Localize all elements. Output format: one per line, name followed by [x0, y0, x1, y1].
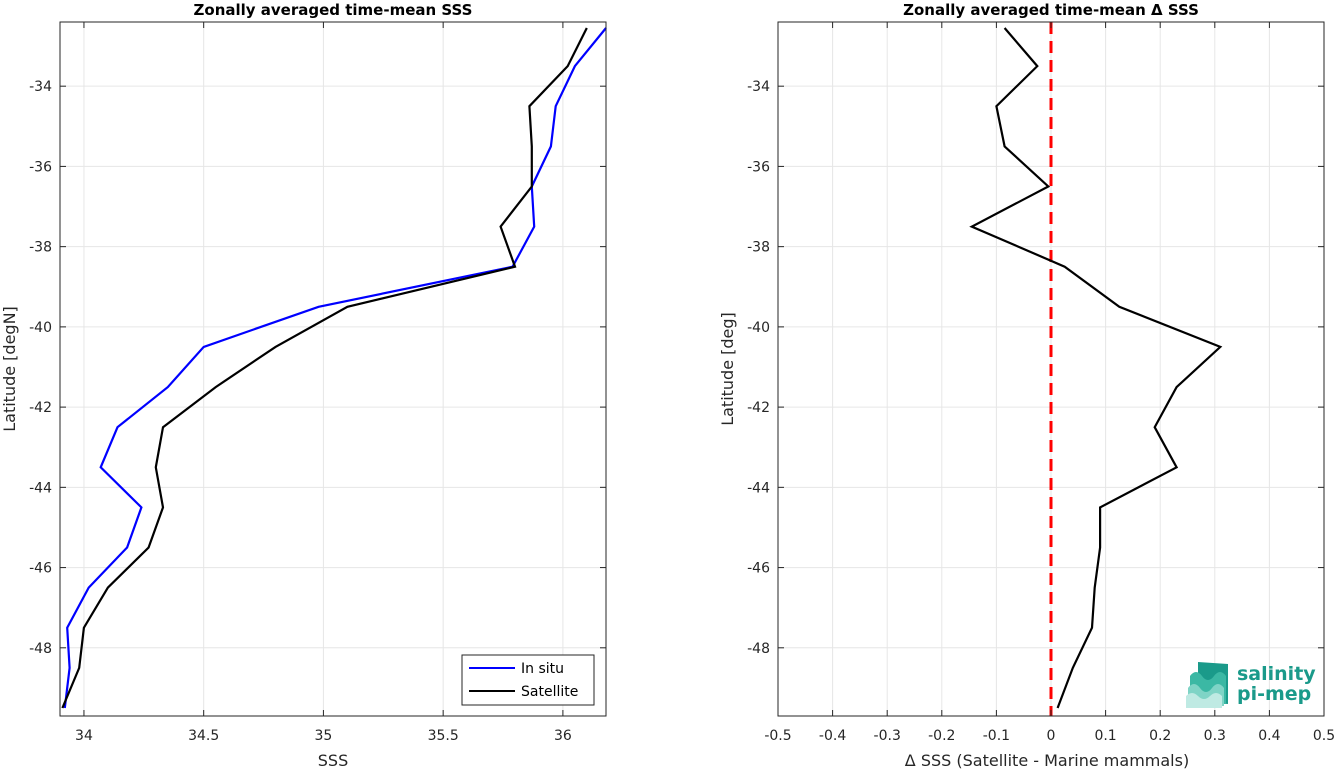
legend: In situ Satellite: [461, 654, 595, 706]
left-y-tick-label: -42: [29, 400, 52, 416]
right-y-tick-label: -46: [747, 561, 770, 577]
right-series-group: [969, 27, 1223, 709]
left-series-group: [61, 27, 607, 709]
left-x-tick-label: 35.5: [428, 728, 459, 744]
right-y-axis-label: Latitude [deg]: [718, 312, 737, 426]
left-y-tick-label: -38: [29, 240, 52, 256]
right-x-tick-label: 0.5: [1313, 728, 1335, 744]
left-x-tick-label: 34: [75, 728, 93, 744]
logo-text-salinity: salinity: [1237, 663, 1316, 685]
left-chart-title: Zonally averaged time-mean SSS: [194, 1, 473, 19]
right-ticks: -0.5 -0.4 -0.3 -0.2 -0.1 0 0.1 0.2 0.3 0.4 0.5 -34 -…: [747, 22, 1335, 744]
right-y-tick-label: -38: [747, 240, 770, 256]
legend-box: [461, 654, 595, 706]
right-y-tick-label: -42: [747, 400, 770, 416]
right-x-tick-label: 0.4: [1258, 728, 1280, 744]
right-x-tick-label: -0.3: [874, 728, 901, 744]
right-x-tick-label: 0: [1047, 728, 1056, 744]
left-x-tick-label: 36: [554, 728, 572, 744]
left-grid: [60, 22, 606, 716]
left-series-line-satellite: [61, 27, 588, 709]
left-x-tick-label: 35: [315, 728, 333, 744]
right-series-line-series-0: [969, 27, 1223, 709]
left-y-tick-label: -34: [29, 79, 52, 95]
left-y-axis-label: Latitude [degN]: [0, 306, 19, 432]
right-x-tick-label: 0.1: [1094, 728, 1116, 744]
left-y-tick-label: -46: [29, 561, 52, 577]
right-x-tick-label: -0.5: [764, 728, 791, 744]
right-x-tick-label: -0.4: [819, 728, 846, 744]
logo-text-pi-mep: pi-mep: [1237, 683, 1311, 705]
left-y-tick-label: -36: [29, 159, 52, 175]
logo-waves-icon: [1186, 662, 1228, 708]
right-y-tick-label: -44: [747, 480, 770, 496]
right-x-axis-label: Δ SSS (Satellite - Marine mammals): [905, 751, 1189, 769]
right-y-tick-label: -48: [747, 641, 770, 657]
right-y-tick-label: -34: [747, 79, 770, 95]
right-y-tick-label: -40: [747, 320, 770, 336]
left-panel: 34 34.5 35 35.5 36 -34 -36 -38 -40 -42 -44 -46 -48 Z…: [0, 1, 607, 769]
left-y-tick-label: -44: [29, 480, 52, 496]
left-x-tick-label: 34.5: [188, 728, 219, 744]
right-x-tick-label: 0.2: [1149, 728, 1171, 744]
left-y-tick-label: -48: [29, 641, 52, 657]
right-panel: -0.5 -0.4 -0.3 -0.2 -0.1 0 0.1 0.2 0.3 0.4 0.5 -34 -…: [718, 1, 1335, 769]
right-y-tick-label: -36: [747, 159, 770, 175]
left-series-line-in-situ: [63, 27, 607, 709]
left-axes-box: [59, 21, 607, 717]
right-x-tick-label: -0.1: [983, 728, 1010, 744]
right-x-tick-label: 0.3: [1204, 728, 1226, 744]
left-ticks: 34 34.5 35 35.5 36 -34 -36 -38 -40 -42 -44 -46 -48: [29, 22, 606, 744]
legend-label-in-situ: In situ: [521, 661, 564, 677]
right-x-tick-label: -0.2: [928, 728, 955, 744]
salinity-pi-mep-logo: salinity pi-mep: [1186, 662, 1316, 708]
right-chart-title: Zonally averaged time-mean Δ SSS: [903, 1, 1199, 19]
left-y-tick-label: -40: [29, 320, 52, 336]
left-x-axis-label: SSS: [318, 751, 348, 769]
legend-label-satellite: Satellite: [521, 684, 578, 700]
left-plot-area: [60, 22, 606, 716]
